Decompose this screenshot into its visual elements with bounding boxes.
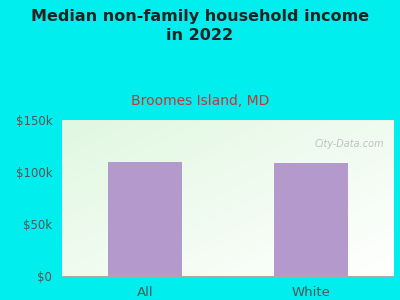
Text: Broomes Island, MD: Broomes Island, MD (131, 94, 269, 109)
Bar (274, 163, 348, 276)
Bar (108, 162, 182, 276)
Text: Median non-family household income
in 2022: Median non-family household income in 20… (31, 9, 369, 43)
Text: City-Data.com: City-Data.com (314, 139, 384, 149)
